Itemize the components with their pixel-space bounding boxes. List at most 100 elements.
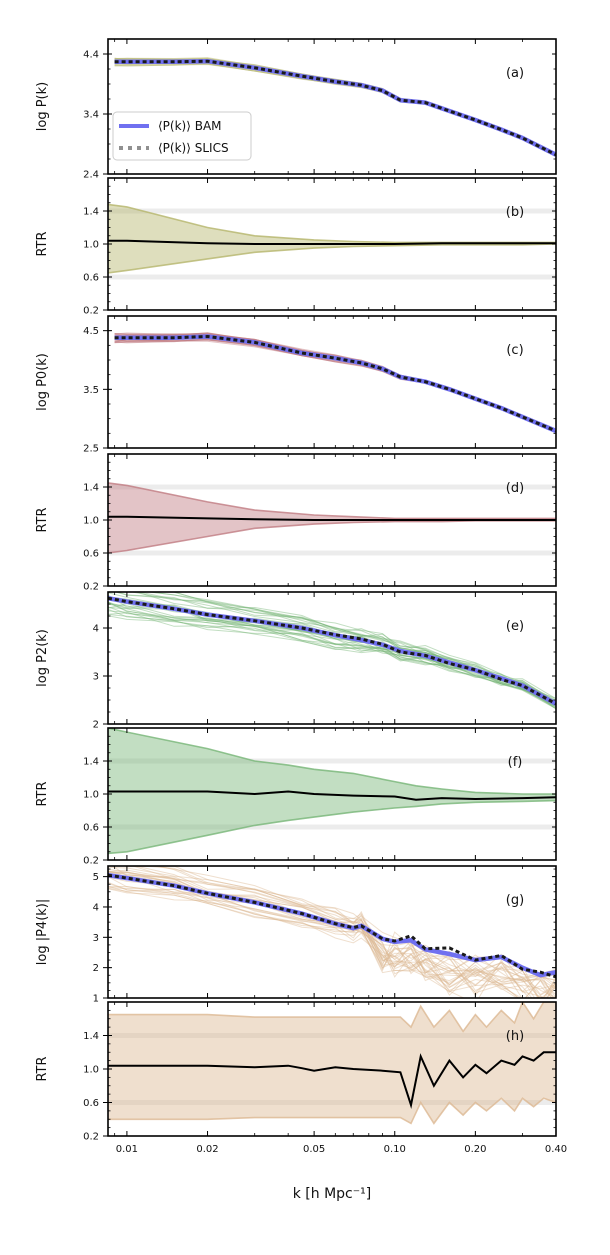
realization-line <box>114 333 556 432</box>
rtr-line <box>108 1051 556 1109</box>
realization-line <box>108 885 556 988</box>
plot-area <box>108 728 556 855</box>
y-axis-label: log P(k) <box>35 82 50 131</box>
realization-line <box>137 592 556 708</box>
panel-frame <box>107 38 557 175</box>
scatter-band <box>108 204 556 273</box>
y-tick-label: 2 <box>93 720 99 731</box>
y-tick-label: 0.6 <box>83 823 99 834</box>
band-upper-edge <box>108 1002 556 1033</box>
y-tick-label: 1.4 <box>83 1031 99 1042</box>
scatter-band <box>108 482 556 553</box>
legend-bam-label: ⟨P(k)⟩ BAM <box>158 119 222 133</box>
realization-line <box>108 868 524 998</box>
realization-line <box>135 592 556 709</box>
realization-line <box>108 866 556 998</box>
realization-line <box>108 612 556 703</box>
realization-line <box>108 869 556 998</box>
realization-line <box>114 336 556 432</box>
realization-line <box>114 332 556 432</box>
band-lower-edge <box>108 799 556 855</box>
y-tick-label: 3 <box>93 672 99 683</box>
band-lower-edge <box>108 243 556 274</box>
realization-line <box>114 337 556 432</box>
realization-line <box>114 332 556 432</box>
y-tick-label: 1.4 <box>83 207 99 218</box>
realization-line <box>114 338 556 432</box>
realization-line <box>114 336 556 432</box>
realization-line <box>157 866 556 983</box>
y-axis-label: RTR <box>35 781 50 806</box>
rtr-line <box>108 239 556 245</box>
panel-label: (e) <box>506 619 524 634</box>
y-tick-label: 3.5 <box>83 385 99 396</box>
plot-area <box>108 482 556 556</box>
rtr-line <box>108 790 556 801</box>
realization-line <box>150 866 556 996</box>
plot-area <box>114 332 556 434</box>
realization-line <box>108 876 556 998</box>
panel-frame <box>107 591 557 725</box>
realization-line <box>123 866 556 998</box>
y-axis-label: log P2(k) <box>35 629 50 687</box>
panel-label: (b) <box>506 205 524 220</box>
y-tick-label: 1.0 <box>83 790 99 801</box>
realization-line <box>108 601 556 710</box>
x-tick-label: 0.01 <box>116 1144 138 1155</box>
panel-label: (d) <box>506 481 524 496</box>
realization-line <box>114 338 556 432</box>
realization-line <box>131 866 539 998</box>
realization-line <box>114 333 556 432</box>
y-tick-label: 2.5 <box>83 444 99 455</box>
y-tick-label: 0.2 <box>83 306 99 317</box>
realization-line <box>114 333 556 432</box>
realization-line <box>108 603 556 705</box>
x-tick-label: 0.05 <box>303 1144 325 1155</box>
panel-label: (g) <box>506 893 524 908</box>
panel-b: 0.2 0.6 1.0 1.4 RTR (b) <box>35 177 557 317</box>
realization-line <box>108 601 556 704</box>
y-tick-label: 2 <box>93 963 99 974</box>
y-tick-label: 4.5 <box>83 326 99 337</box>
y-tick-label: 1.0 <box>83 1065 99 1076</box>
realization-line <box>108 874 556 996</box>
panel-g: 1 2 3 4 5 log |P4(k)| (g) <box>35 865 557 1005</box>
y-tick-label: 0.2 <box>83 1132 99 1143</box>
realization-line <box>108 888 556 998</box>
plot-area <box>108 592 556 710</box>
realization-line <box>108 887 556 998</box>
legend: ⟨P(k)⟩ BAM ⟨P(k)⟩ SLICS <box>112 111 252 161</box>
realization-line <box>114 332 556 432</box>
realization-line <box>114 335 556 432</box>
y-tick-label: 1.0 <box>83 516 99 527</box>
realization-line <box>114 333 556 432</box>
x-tick-label: 0.20 <box>464 1144 486 1155</box>
realization-line <box>108 610 556 703</box>
band-lower-edge <box>108 1097 556 1125</box>
realization-line <box>171 592 556 707</box>
realization-line <box>114 339 556 432</box>
realization-line <box>146 592 556 700</box>
y-tick-label: 4 <box>93 902 99 913</box>
plot-area <box>114 57 556 157</box>
panel-f: 0.2 0.6 1.0 1.4 RTR (f) <box>35 727 557 867</box>
realization-line <box>114 335 556 432</box>
realization-line <box>108 881 545 998</box>
realization-line <box>114 339 556 432</box>
scatter-band <box>108 1002 556 1124</box>
realization-line <box>108 608 556 707</box>
mean-slics-line <box>114 59 556 157</box>
y-tick-label: 0.2 <box>83 856 99 867</box>
realization-line <box>114 339 556 432</box>
realization-line <box>108 866 556 996</box>
realization-line <box>108 606 556 702</box>
realization-line <box>114 336 556 432</box>
realization-line <box>108 615 556 703</box>
panel-label: (c) <box>506 343 523 358</box>
y-axis-label: log P0(k) <box>35 353 50 411</box>
mean-slics-line <box>114 334 556 433</box>
y-tick-label: 4 <box>93 624 99 635</box>
y-tick-label: 5 <box>93 872 99 883</box>
realization-line <box>114 336 556 432</box>
